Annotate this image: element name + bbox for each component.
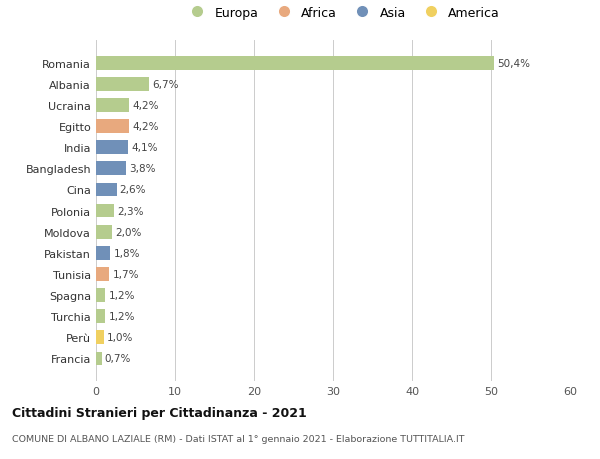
Bar	[96, 352, 101, 365]
Bar	[96, 99, 129, 112]
Text: 6,7%: 6,7%	[152, 80, 179, 90]
Text: 4,2%: 4,2%	[133, 122, 159, 132]
Text: 50,4%: 50,4%	[497, 59, 530, 68]
Text: 1,2%: 1,2%	[109, 312, 135, 321]
Bar	[96, 183, 116, 197]
Text: 3,8%: 3,8%	[129, 164, 155, 174]
Text: 1,0%: 1,0%	[107, 333, 133, 342]
Text: 4,2%: 4,2%	[133, 101, 159, 111]
Text: 2,3%: 2,3%	[118, 206, 144, 216]
Bar	[96, 141, 128, 155]
Bar	[96, 289, 106, 302]
Text: 2,0%: 2,0%	[115, 227, 142, 237]
Bar	[96, 120, 129, 134]
Bar	[96, 331, 104, 344]
Bar	[96, 162, 126, 176]
Text: 1,7%: 1,7%	[113, 269, 139, 280]
Bar	[96, 78, 149, 91]
Text: 0,7%: 0,7%	[104, 354, 131, 364]
Bar	[96, 57, 494, 70]
Bar	[96, 225, 112, 239]
Legend: Europa, Africa, Asia, America: Europa, Africa, Asia, America	[185, 7, 500, 20]
Text: 4,1%: 4,1%	[131, 143, 158, 153]
Bar	[96, 310, 106, 324]
Bar	[96, 246, 110, 260]
Text: 1,8%: 1,8%	[113, 248, 140, 258]
Text: 2,6%: 2,6%	[120, 185, 146, 195]
Bar	[96, 268, 109, 281]
Text: 1,2%: 1,2%	[109, 291, 135, 301]
Text: COMUNE DI ALBANO LAZIALE (RM) - Dati ISTAT al 1° gennaio 2021 - Elaborazione TUT: COMUNE DI ALBANO LAZIALE (RM) - Dati IST…	[12, 434, 464, 443]
Bar	[96, 204, 114, 218]
Text: Cittadini Stranieri per Cittadinanza - 2021: Cittadini Stranieri per Cittadinanza - 2…	[12, 406, 307, 419]
